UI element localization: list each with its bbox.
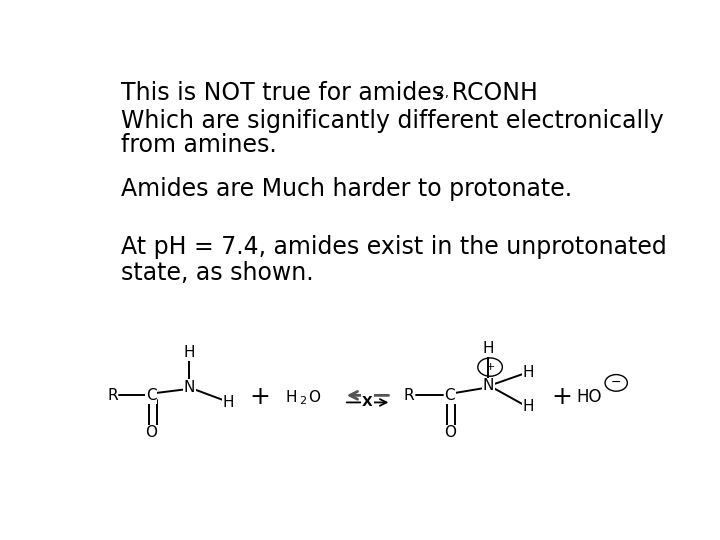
Text: N: N: [184, 380, 195, 395]
Text: N: N: [482, 379, 494, 393]
Text: +: +: [250, 386, 271, 409]
Text: −: −: [611, 376, 621, 389]
Text: R: R: [404, 388, 415, 403]
Text: H: H: [522, 399, 534, 414]
Text: H: H: [222, 395, 234, 410]
Text: O: O: [308, 390, 320, 405]
Text: +: +: [551, 386, 572, 409]
Text: 2: 2: [300, 396, 307, 406]
Text: O: O: [444, 426, 456, 440]
Text: H: H: [482, 341, 494, 356]
Text: At pH = 7.4, amides exist in the unprotonated: At pH = 7.4, amides exist in the unproto…: [121, 235, 667, 259]
Text: C: C: [444, 388, 455, 403]
Text: O: O: [145, 426, 158, 440]
Text: Which are significantly different electronically: Which are significantly different electr…: [121, 109, 663, 133]
Text: This is NOT true for amides RCONH: This is NOT true for amides RCONH: [121, 82, 538, 105]
Text: C: C: [146, 388, 157, 403]
Text: X: X: [362, 395, 373, 409]
Text: Amides are Much harder to protonate.: Amides are Much harder to protonate.: [121, 177, 572, 201]
Text: R: R: [107, 388, 117, 403]
Text: H: H: [522, 365, 534, 380]
Text: H: H: [285, 390, 297, 405]
Text: HO: HO: [577, 388, 602, 407]
Text: 2,: 2,: [436, 85, 449, 99]
Text: state, as shown.: state, as shown.: [121, 261, 313, 285]
Text: H: H: [184, 345, 195, 360]
Text: +: +: [485, 362, 495, 372]
Text: from amines.: from amines.: [121, 133, 276, 157]
